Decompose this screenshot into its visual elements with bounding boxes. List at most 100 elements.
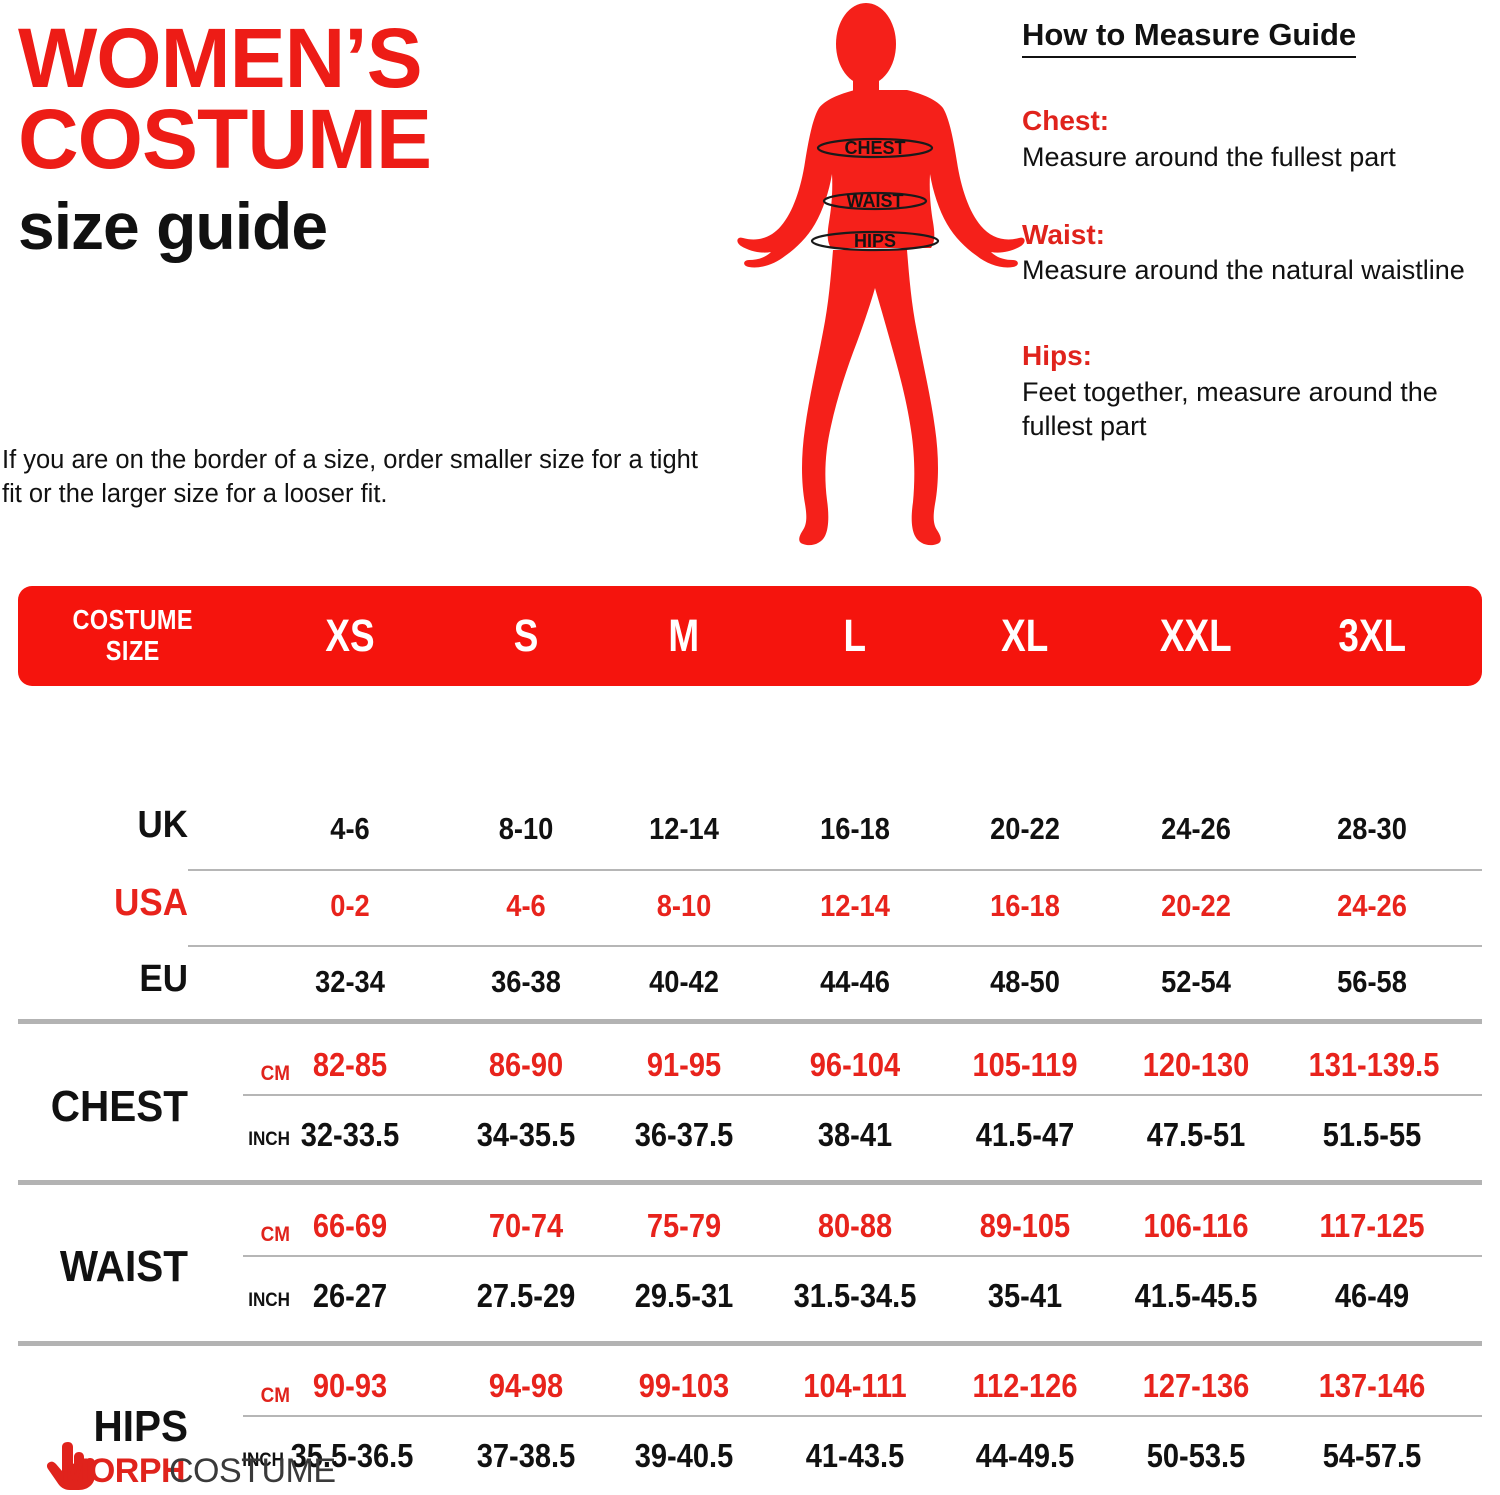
cell-eu-s: 36-38 [491,964,561,999]
divider-chest-waist [18,1180,1482,1185]
header-cell-xxl: XXL [1160,610,1232,661]
chest-band-label: CHEST [844,138,905,158]
cell-hips-inch-xl: 44-49.5 [975,1437,1075,1474]
divider-uk-usa [188,869,1482,871]
table-body: UK 4-6 8-10 12-14 16-18 20-22 24-26 28-3… [18,686,1482,1476]
cell-chest-inch-s: 34-35.5 [476,1116,576,1153]
cell-hips-cm-l: 104-111 [803,1367,907,1404]
cell-hips-cm-3xl: 137-146 [1318,1367,1426,1404]
cell-chest-cm-m: 91-95 [646,1046,722,1083]
divider-chest-cm-inch [243,1094,1482,1096]
cell-hips-inch-m: 39-40.5 [634,1437,734,1474]
table-header-row: COSTUME SIZE XS S M L XL XXL 3XL [18,586,1482,686]
cell-eu-xl: 48-50 [990,964,1060,999]
cell-usa-xxl: 20-22 [1161,888,1231,923]
cell-usa-xl: 16-18 [990,888,1060,923]
header-cell-3xl: 3XL [1338,610,1406,661]
header-label-line-1: COSTUME [72,604,194,636]
cell-uk-xs: 4-6 [330,811,370,846]
cell-chest-cm-3xl: 131-139.5 [1308,1046,1440,1083]
guide-definition-chest: Measure around the fullest part [1022,141,1396,172]
cell-chest-cm-xs: 82-85 [312,1046,388,1083]
cell-waist-inch-l: 31.5-34.5 [793,1277,917,1314]
cell-usa-m: 8-10 [656,888,712,923]
cell-waist-inch-s: 27.5-29 [476,1277,576,1314]
cell-uk-s: 8-10 [498,811,554,846]
cell-hips-cm-xs: 90-93 [312,1367,388,1404]
cell-uk-m: 12-14 [649,811,719,846]
logo-brand-text: MORPH [61,1452,185,1490]
cell-waist-cm-3xl: 117-125 [1319,1207,1425,1244]
header-cell-s: S [513,610,539,661]
cell-uk-l: 16-18 [820,811,890,846]
divider-usa-eu [188,945,1482,947]
unit-label-hips-cm: CM [260,1384,290,1407]
unit-label-chest-cm: CM [260,1062,290,1085]
guide-item-hips: Hips: Feet together, measure around the … [1022,339,1492,443]
cell-chest-inch-xl: 41.5-47 [975,1116,1075,1153]
cell-hips-inch-xs: 35.5-36.5 [290,1437,414,1474]
row-label-uk: UK [137,804,188,846]
fit-disclaimer: If you are on the border of a size, orde… [2,446,698,508]
guide-item-waist: Waist: Measure around the natural waistl… [1022,218,1492,288]
divider-sizes-chest [18,1019,1482,1024]
cell-chest-inch-m: 36-37.5 [634,1116,734,1153]
header-label-line-2: SIZE [106,635,160,666]
female-body-silhouette-figure: CHEST WAIST HIPS [735,2,1045,552]
cell-usa-3xl: 24-26 [1337,888,1407,923]
cell-waist-inch-m: 29.5-31 [634,1277,734,1314]
cell-eu-xs: 32-34 [315,964,385,999]
hips-band-label: HIPS [854,231,896,251]
cell-uk-3xl: 28-30 [1337,811,1407,846]
guide-term-hips: Hips: [1022,340,1092,372]
cell-chest-inch-3xl: 51.5-55 [1322,1116,1422,1153]
cell-eu-m: 40-42 [649,964,719,999]
cell-hips-inch-l: 41-43.5 [805,1437,905,1474]
row-label-usa: USA [114,882,188,924]
guide-definition-hips: Feet together, measure around the fulles… [1022,376,1438,441]
waist-measuring-band [822,191,928,211]
title-line-2: COSTUME [18,92,432,187]
cell-hips-cm-xxl: 127-136 [1142,1367,1250,1404]
row-label-hips: HIPS [93,1402,188,1451]
guide-term-waist: Waist: [1022,218,1105,250]
cell-waist-inch-xxl: 41.5-45.5 [1134,1277,1258,1314]
cell-hips-inch-3xl: 54-57.5 [1322,1437,1422,1474]
guide-heading: How to Measure Guide [1022,17,1357,59]
divider-waist-cm-inch [243,1255,1482,1257]
cell-usa-xs: 0-2 [330,888,370,923]
cell-waist-inch-xl: 35-41 [987,1277,1063,1314]
unit-label-hips-inch: INCH [242,1450,284,1471]
row-label-eu: EU [139,958,188,1000]
header-cell-l: L [843,610,867,661]
cell-waist-cm-xs: 66-69 [312,1207,388,1244]
cell-hips-inch-s: 37-38.5 [476,1437,576,1474]
cell-eu-3xl: 56-58 [1337,964,1407,999]
rock-hand-icon [46,1442,95,1490]
cell-hips-inch-xxl: 50-53.5 [1146,1437,1246,1474]
cell-eu-xxl: 52-54 [1161,964,1231,999]
cell-uk-xl: 20-22 [990,811,1060,846]
how-to-measure-guide: How to Measure Guide Chest: Measure arou… [1022,17,1492,443]
header-cell-costume-size: COSTUME SIZE [18,586,248,686]
silhouette-icon [737,3,1025,546]
cell-waist-cm-xxl: 106-116 [1143,1207,1249,1244]
divider-hips-cm-inch [243,1415,1482,1417]
cell-hips-cm-m: 99-103 [638,1367,730,1404]
cell-chest-cm-s: 86-90 [488,1046,564,1083]
cell-chest-cm-xxl: 120-130 [1142,1046,1250,1083]
guide-item-chest: Chest: Measure around the fullest part [1022,104,1492,174]
guide-definition-waist: Measure around the natural waistline [1022,255,1465,286]
cell-waist-cm-l: 80-88 [817,1207,893,1244]
header-cell-m: M [668,610,700,661]
unit-label-waist-inch: INCH [248,1290,290,1311]
size-chart-table: COSTUME SIZE XS S M L XL XXL 3XL UK 4-6 … [18,586,1482,1476]
title-line-3: size guide [18,188,328,263]
hips-measuring-band [810,230,940,252]
header-cell-xs: XS [325,610,375,661]
cell-hips-cm-s: 94-98 [488,1367,564,1404]
cell-hips-cm-xl: 112-126 [972,1367,1078,1404]
cell-chest-cm-l: 96-104 [809,1046,901,1083]
